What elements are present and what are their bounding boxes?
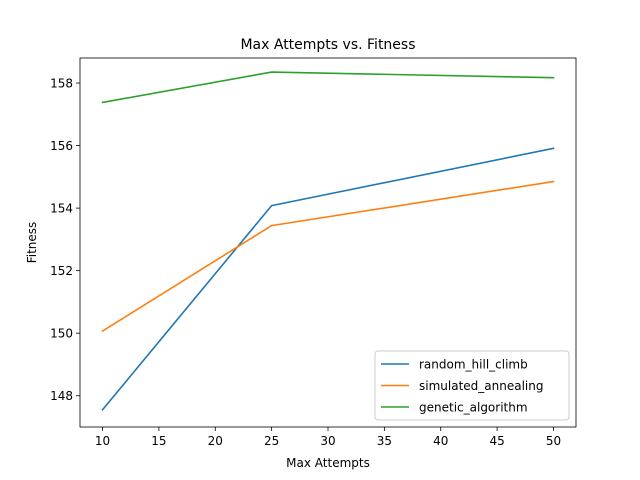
y-axis-label: Fitness: [25, 222, 39, 264]
x-tick-label: 50: [546, 434, 561, 448]
x-tick-label: 25: [264, 434, 279, 448]
legend-label: genetic_algorithm: [419, 401, 528, 415]
series-line-simulated-annealing: [101, 180, 555, 333]
legend: random_hill_climb simulated_annealinggene…: [374, 350, 570, 421]
y-tick-label: 150: [50, 327, 73, 341]
legend-box: [374, 350, 570, 421]
series-line-genetic-algorithm: [101, 71, 555, 104]
plot-area: 10 15 20 25 30 35 40 45 50 148 150 152 154 156 158: [50, 57, 577, 448]
x-tick-label: 15: [151, 434, 166, 448]
axes-frame: [79, 57, 577, 428]
y-tick-label: 148: [50, 389, 73, 403]
chart-title: Max Attempts vs. Fitness: [240, 37, 415, 53]
x-tick-label: 45: [489, 434, 504, 448]
y-tick-label: 158: [50, 77, 73, 91]
y-tick-label: 154: [50, 202, 73, 216]
x-tick-label: 30: [320, 434, 335, 448]
x-axis-label: Max Attempts: [286, 456, 370, 470]
y-tick-label: 156: [50, 139, 73, 153]
x-tick-label: 35: [377, 434, 392, 448]
legend-label: simulated_annealing: [419, 379, 543, 393]
series-line-random-hill-climb: [101, 147, 555, 411]
legend-label: random_hill_climb: [419, 358, 528, 372]
x-tick-label: 10: [95, 434, 110, 448]
x-tick-label: 40: [433, 434, 448, 448]
x-tick-label: 20: [208, 434, 223, 448]
y-tick-label: 152: [50, 264, 73, 278]
